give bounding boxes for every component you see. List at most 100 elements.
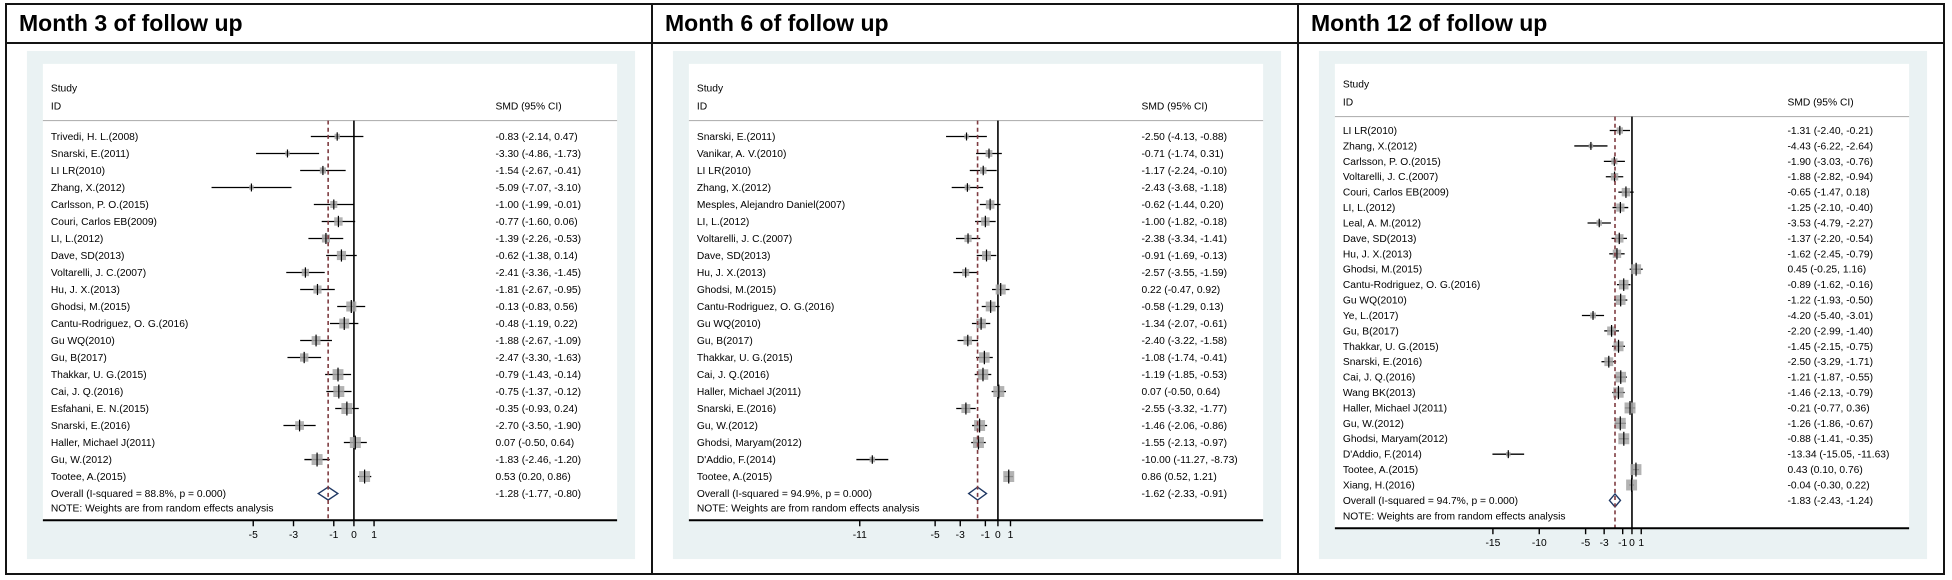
study-label: Ghodsi, M.(2015) (1343, 265, 1422, 276)
smd-value: -0.79 (-1.43, -0.14) (495, 370, 581, 381)
study-label: Gu WQ(2010) (1343, 296, 1407, 307)
study-label: Gu, W.(2012) (51, 455, 112, 466)
study-label: Gu, B(2017) (1343, 326, 1399, 337)
study-row (1587, 218, 1611, 228)
study-row (976, 148, 1002, 159)
axis-tick-label: -5 (931, 530, 940, 541)
smd-value: -3.30 (-4.86, -1.73) (495, 149, 581, 160)
study-label: LI, L.(2012) (1343, 203, 1395, 214)
study-row (357, 469, 372, 484)
study-row (1618, 431, 1630, 446)
study-label: Vanikar, A. V.(2010) (697, 149, 787, 160)
axis-tick-label: -3 (956, 530, 965, 541)
axis-tick-label: -5 (249, 530, 258, 541)
smd-value: -0.62 (-1.38, 0.14) (495, 251, 577, 262)
study-label: Dave, SD(2013) (51, 251, 125, 262)
study-label: Couri, Carlos EB(2009) (51, 217, 157, 228)
study-row (955, 233, 981, 244)
forest-plot-month3: Study ID SMD (95% CI) Trivedi, H. L.(2008) -… (26, 50, 636, 560)
forest-panel-month3: Study ID SMD (95% CI) Trivedi, H. L.(2008) -… (7, 44, 651, 573)
study-row (1612, 339, 1626, 353)
figure-frame: Month 3 of follow up Month 6 of follow u… (5, 3, 1945, 575)
panel-title-month3: Month 3 of follow up (19, 10, 243, 36)
study-label: LI, L.(2012) (51, 234, 103, 245)
smd-value: -1.21 (-1.87, -0.55) (1787, 373, 1873, 384)
study-row (343, 435, 367, 450)
study-label: Voltarelli, J. C.(2007) (1343, 172, 1438, 183)
study-row (211, 183, 292, 192)
smd-value: -2.20 (-2.99, -1.40) (1787, 326, 1873, 337)
study-row (1611, 232, 1627, 245)
smd-value: -2.47 (-3.30, -1.63) (495, 353, 581, 364)
study-label: Haller, Michael J(2011) (1343, 403, 1447, 414)
column-header-smd: SMD (95% CI) (1787, 98, 1853, 109)
study-label: Thakkar, U. G.(2015) (1343, 342, 1439, 353)
smd-value: -1.54 (-2.67, -0.41) (495, 166, 581, 177)
smd-value: -1.26 (-1.86, -0.67) (1787, 419, 1873, 430)
forest-plot-month6: Study ID SMD (95% CI) Snarski, E.(2011) -2.5… (672, 50, 1282, 560)
smd-value: -1.00 (-1.82, -0.18) (1141, 217, 1227, 228)
forest-panel-month12: Study ID SMD (95% CI) LI LR(2010) -1.31 (-2.… (1297, 44, 1943, 573)
study-row (287, 351, 322, 364)
study-row (971, 317, 991, 330)
study-row (1624, 400, 1636, 415)
axis-tick-label: 1 (371, 530, 377, 541)
overall-label: Overall (I-squared = 94.9%, p = 0.000) (697, 489, 872, 500)
smd-value: -10.00 (-11.27, -8.73) (1141, 455, 1237, 466)
study-label: LI LR(2010) (697, 166, 751, 177)
note-text: NOTE: Weights are from random effects an… (51, 503, 274, 514)
overall-smd-value: -1.62 (-2.33, -0.91) (1141, 489, 1227, 500)
forest-panel-month6: Study ID SMD (95% CI) Snarski, E.(2011) -2.5… (651, 44, 1297, 573)
axis-tick-label: -10 (1532, 538, 1547, 549)
study-label: Leal, A. M.(2012) (1343, 218, 1421, 229)
column-header-study-line1: Study (1343, 80, 1370, 91)
study-row (337, 300, 366, 314)
study-row (1609, 248, 1625, 260)
study-label: Cantu-Rodriguez, O. G.(2016) (51, 319, 188, 330)
panel-title-cell-month12: Month 12 of follow up (1297, 5, 1943, 42)
study-label: Voltarelli, J. C.(2007) (51, 268, 146, 279)
smd-value: 0.07 (-0.50, 0.64) (1141, 387, 1220, 398)
smd-value: -0.83 (-2.14, 0.47) (495, 132, 577, 143)
smd-value: -2.41 (-3.36, -1.45) (495, 268, 581, 279)
smd-value: -2.50 (-3.29, -1.71) (1787, 357, 1873, 368)
study-label: Cantu-Rodriguez, O. G.(2016) (697, 302, 834, 313)
smd-value: 0.86 (0.52, 1.21) (1141, 472, 1216, 483)
study-row (1614, 293, 1628, 307)
study-label: Snarski, E.(2016) (1343, 357, 1422, 368)
study-label: Cai, J. Q.(2016) (697, 370, 769, 381)
study-row (1616, 278, 1631, 291)
smd-value: -1.39 (-2.26, -0.53) (495, 234, 581, 245)
column-header-smd: SMD (95% CI) (1141, 102, 1207, 113)
study-row (321, 215, 356, 228)
study-row (1574, 141, 1608, 150)
study-row (304, 452, 330, 467)
study-row (326, 384, 352, 399)
study-label: Cantu-Rodriguez, O. G.(2016) (1343, 280, 1480, 291)
smd-value: -0.48 (-1.19, 0.22) (495, 319, 577, 330)
smd-value: -3.53 (-4.79, -2.27) (1787, 218, 1873, 229)
axis-tick-label: -15 (1485, 538, 1500, 549)
panel-title-month12: Month 12 of follow up (1311, 10, 1548, 36)
axis-tick-label: -1 (329, 530, 338, 541)
smd-value: -1.25 (-2.10, -0.40) (1787, 203, 1873, 214)
panel-title-month6: Month 6 of follow up (665, 10, 889, 36)
study-label: Cai, J. Q.(2016) (1343, 373, 1415, 384)
study-row (335, 401, 359, 416)
study-label: Haller, Michael J(2011) (697, 387, 801, 398)
study-label: LI LR(2010) (51, 166, 105, 177)
smd-value: -1.19 (-1.85, -0.53) (1141, 370, 1227, 381)
study-row (991, 384, 1006, 399)
smd-value: -1.45 (-2.15, -0.75) (1787, 342, 1873, 353)
smd-value: -1.37 (-2.20, -0.54) (1787, 234, 1873, 245)
panel-title-cell-month3: Month 3 of follow up (7, 5, 651, 42)
smd-value: -1.00 (-1.99, -0.01) (495, 200, 581, 211)
study-label: Snarski, E.(2011) (51, 149, 130, 160)
smd-value: -0.88 (-1.41, -0.35) (1787, 434, 1873, 445)
study-row (1612, 385, 1625, 400)
study-row (1626, 478, 1638, 492)
study-row (1492, 450, 1525, 459)
axis-tick-label: -11 (853, 530, 867, 541)
smd-value: 0.22 (-0.47, 0.92) (1141, 285, 1220, 296)
